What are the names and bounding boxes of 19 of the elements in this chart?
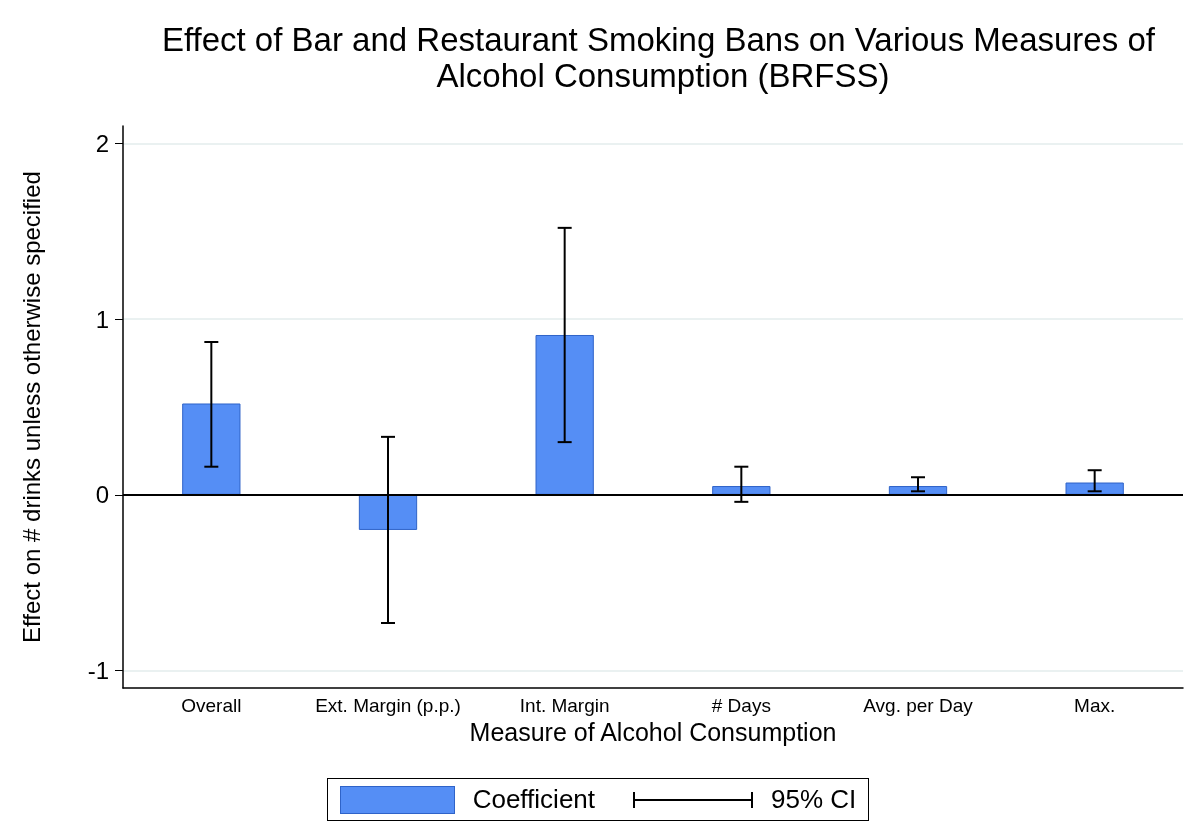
bar — [1065, 482, 1124, 495]
x-tick-label: Overall — [181, 695, 242, 716]
chart-title: Effect of Bar and Restaurant Smoking Bans on Various Measures of Alcohol Consumption (BRFSS) — [161, 20, 1165, 94]
x-tick-label: Ext. Margin (p.p.) — [315, 695, 461, 716]
legend-label: Coefficient — [472, 784, 596, 815]
y-tick-label: 0 — [95, 481, 109, 509]
bar — [535, 334, 594, 495]
x-tick-label: Int. Margin — [519, 695, 610, 716]
text: 95% CI — [771, 784, 857, 815]
x-tick-label: Max. — [1074, 695, 1116, 716]
y-tick-label: 1 — [95, 305, 109, 333]
x-tick-label: # Days — [711, 695, 771, 716]
y-tick-label: -1 — [87, 656, 109, 684]
bar — [358, 494, 418, 530]
y-axis-title: Effect on # drinks unless otherwise specified — [17, 171, 45, 643]
x-axis-title: Measure of Alcohol Consumption — [469, 718, 837, 747]
bar — [182, 403, 241, 495]
y-tick-label: 2 — [95, 130, 109, 158]
x-tick-label: Avg. per Day — [863, 695, 974, 716]
